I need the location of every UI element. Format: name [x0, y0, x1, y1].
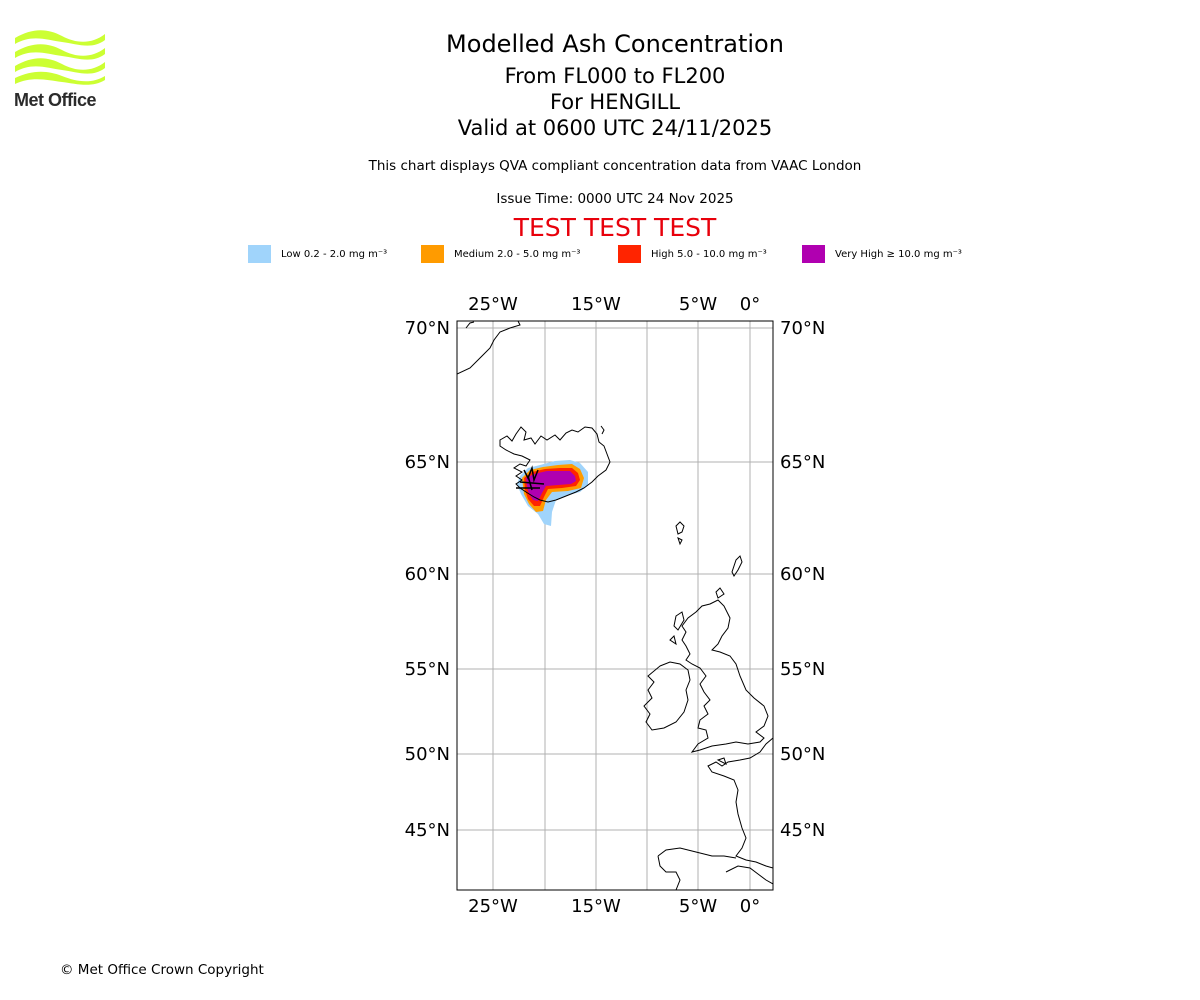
concentration-legend: Low 0.2 - 2.0 mg m⁻³ Medium 2.0 - 5.0 mg… — [0, 244, 1200, 264]
ireland-coast — [643, 661, 691, 731]
legend-label-high: High 5.0 - 10.0 mg m⁻³ — [651, 248, 767, 260]
iberia-coast — [657, 847, 773, 890]
legend-label-low: Low 0.2 - 2.0 mg m⁻³ — [281, 248, 388, 260]
lat-tick-right: 45°N — [780, 820, 825, 841]
shetland-islands — [731, 555, 743, 577]
axis-labels: 25°W 15°W 5°W 0° 25°W 15°W 5°W 0° 70°N 6… — [405, 294, 826, 917]
lat-tick-right: 55°N — [780, 659, 825, 680]
chart-description: This chart displays QVA compliant concen… — [368, 158, 862, 174]
flight-level-range: From FL000 to FL200 — [504, 64, 726, 88]
lon-tick-bottom: 15°W — [571, 896, 621, 917]
legend-swatch-very-high — [802, 245, 825, 263]
graticule — [457, 321, 773, 890]
copyright-notice: © Met Office Crown Copyright — [60, 962, 264, 978]
great-britain-coast — [681, 599, 769, 753]
continental-europe-coast — [707, 737, 773, 869]
chart-title: Modelled Ash Concentration — [446, 30, 784, 58]
faroe-islands — [675, 521, 685, 546]
lon-tick-top: 5°W — [679, 294, 717, 315]
logo-text: Met Office — [14, 90, 97, 110]
lat-tick-right: 65°N — [780, 452, 825, 473]
lat-tick-right: 50°N — [780, 744, 825, 765]
greenland-coast — [457, 321, 521, 375]
met-office-logo: Met Office — [12, 28, 112, 114]
valid-time: Valid at 0600 UTC 24/11/2025 — [457, 116, 773, 140]
ash-very-high-area — [526, 471, 576, 501]
legend-item-very-high: Very High ≥ 10.0 mg m⁻³ — [802, 244, 962, 264]
legend-label-medium: Medium 2.0 - 5.0 mg m⁻³ — [454, 248, 581, 260]
lon-tick-bottom: 0° — [740, 896, 760, 917]
lat-tick-left: 70°N — [405, 318, 450, 339]
legend-label-very-high: Very High ≥ 10.0 mg m⁻³ — [835, 248, 962, 260]
volcano-name: For HENGILL — [549, 90, 681, 114]
legend-item-low: Low 0.2 - 2.0 mg m⁻³ — [248, 244, 387, 264]
legend-item-high: High 5.0 - 10.0 mg m⁻³ — [618, 244, 767, 264]
iceland-coast — [499, 426, 611, 503]
lon-tick-bottom: 25°W — [468, 896, 518, 917]
hengill-volcano-marker — [516, 465, 545, 491]
met-office-wave-icon — [15, 30, 105, 85]
lon-tick-top: 0° — [740, 294, 760, 315]
lat-tick-right: 60°N — [780, 564, 825, 585]
test-banner: TEST TEST TEST — [513, 213, 717, 242]
lon-tick-top: 15°W — [571, 294, 621, 315]
lat-tick-left: 55°N — [405, 659, 450, 680]
issue-time: Issue Time: 0000 UTC 24 Nov 2025 — [496, 191, 734, 207]
orkney-islands — [715, 587, 725, 599]
lat-tick-left: 45°N — [405, 820, 450, 841]
lat-tick-left: 60°N — [405, 564, 450, 585]
lon-tick-top: 25°W — [468, 294, 518, 315]
lat-tick-right: 70°N — [780, 318, 825, 339]
legend-item-medium: Medium 2.0 - 5.0 mg m⁻³ — [421, 244, 580, 264]
legend-swatch-low — [248, 245, 271, 263]
map-frame — [456, 320, 774, 891]
lat-tick-left: 65°N — [405, 452, 450, 473]
legend-swatch-high — [618, 245, 641, 263]
legend-swatch-medium — [421, 245, 444, 263]
lat-tick-left: 50°N — [405, 744, 450, 765]
lon-tick-bottom: 5°W — [679, 896, 717, 917]
